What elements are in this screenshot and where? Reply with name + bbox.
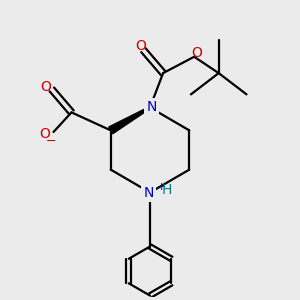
Text: H: H [161,183,172,197]
Text: O: O [191,46,202,61]
Text: O: O [40,80,51,94]
Text: O: O [135,39,146,53]
Text: −: − [46,135,56,148]
Text: N: N [146,100,157,115]
Text: +: + [157,182,166,192]
Polygon shape [109,106,151,134]
Text: N: N [143,185,154,200]
Text: O: O [39,127,50,141]
